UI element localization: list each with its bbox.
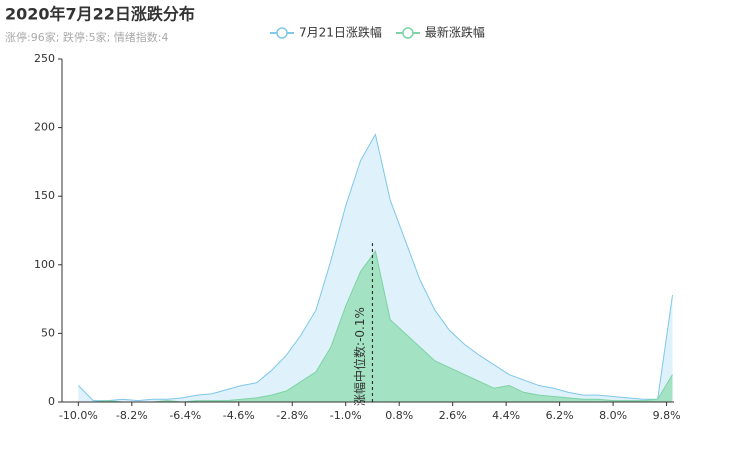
x-tick-label: -4.6% (223, 409, 255, 422)
area-line (77, 133, 674, 402)
x-tick-label: 2.6% (439, 409, 467, 422)
y-tick-label: 150 (34, 189, 55, 202)
x-tick-label: 4.4% (492, 409, 520, 422)
y-tick-label: 250 (34, 52, 55, 65)
median-label: 涨幅中位数:-0.1% (352, 307, 367, 406)
x-tick-label: 9.8% (653, 409, 681, 422)
x-tick-label: -2.8% (276, 409, 308, 422)
legend-label: 最新涨跌幅 (425, 25, 485, 40)
x-tick-label: 8.0% (599, 409, 627, 422)
legend-label: 7月21日涨跌幅 (299, 25, 382, 40)
area-fill (78, 251, 673, 402)
legend-marker (276, 27, 288, 39)
x-tick-label: 0.8% (385, 409, 413, 422)
chart-subtitle: 涨停:96家; 跌停:5家; 情绪指数:4 (5, 30, 169, 44)
x-tick-label: -10.0% (59, 409, 98, 422)
x-tick-label: -8.2% (116, 409, 148, 422)
y-tick-label: 100 (34, 258, 55, 271)
chart-title: 2020年7月22日涨跌分布 (5, 5, 195, 24)
y-tick-label: 200 (34, 121, 55, 134)
y-tick-label: 50 (41, 326, 55, 339)
y-tick-label: 0 (48, 395, 55, 408)
legend-marker (402, 27, 414, 39)
x-tick-label: -1.0% (330, 409, 362, 422)
x-tick-label: -6.4% (169, 409, 201, 422)
x-tick-label: 6.2% (546, 409, 574, 422)
